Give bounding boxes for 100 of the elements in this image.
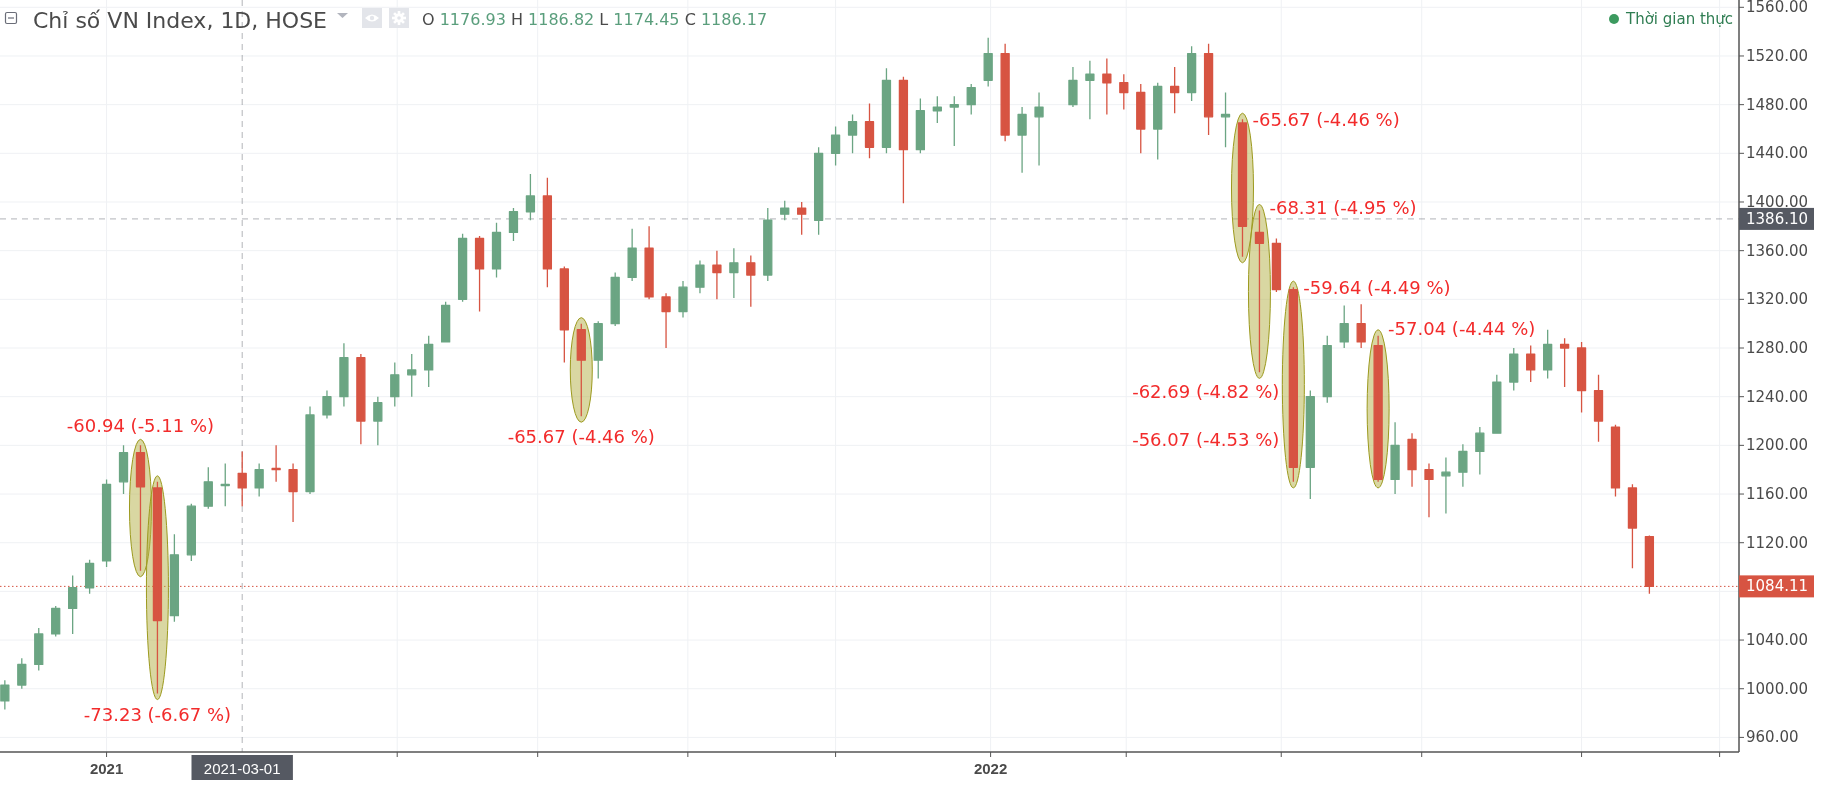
candlestick	[881, 67, 892, 154]
candlestick	[830, 125, 841, 167]
y-tick-label: 1040.00	[1746, 631, 1809, 650]
candlestick	[542, 177, 553, 288]
candlestick	[678, 280, 688, 319]
x-tick-label: 2022	[973, 759, 1008, 777]
candlestick	[441, 301, 451, 343]
candlestick	[1492, 374, 1502, 434]
candlestick	[34, 627, 44, 672]
candlestick	[254, 462, 264, 498]
candlestick	[864, 102, 875, 159]
candlestick	[1136, 83, 1146, 154]
y-tick-label: 960.00	[1746, 728, 1799, 747]
candlestick	[797, 201, 807, 236]
candlestick	[1271, 237, 1282, 293]
candlestick	[1220, 91, 1231, 148]
annotation: -73.23 (-6.67 %)	[83, 703, 232, 725]
y-tick-label: 1120.00	[1746, 533, 1809, 552]
candlestick	[407, 353, 417, 398]
annotation: -59.64 (-4.49 %)	[1303, 276, 1451, 298]
candlestick	[1186, 45, 1197, 102]
candlestick	[305, 405, 315, 495]
candlestick	[1627, 483, 1638, 569]
candlestick	[525, 173, 536, 221]
candlestick	[1526, 344, 1536, 383]
candlestick	[576, 323, 586, 417]
annotation: -57.04 (-4.44 %)	[1388, 317, 1536, 339]
candlestick	[322, 389, 332, 420]
candlestick	[1593, 374, 1604, 443]
candlestick	[237, 450, 247, 507]
candlestick	[1254, 209, 1265, 373]
candlestick	[1237, 118, 1248, 258]
candlestick	[1203, 43, 1214, 136]
y-tick-label: 1480.00	[1746, 95, 1809, 114]
candlestick	[390, 361, 400, 408]
annotation: -65.67 (-4.46 %)	[1252, 108, 1400, 130]
candlestick	[457, 232, 468, 303]
candlestick	[932, 95, 942, 124]
candlestick	[1000, 43, 1010, 142]
candlestick	[169, 533, 180, 623]
candlestick	[610, 271, 620, 327]
candlestick	[1153, 82, 1163, 161]
candlestick	[0, 679, 10, 711]
candlestick	[559, 265, 569, 364]
candlestick	[847, 113, 858, 154]
candlestick	[271, 444, 281, 483]
candlestick	[1373, 335, 1383, 483]
y-tick-label: 1200.00	[1746, 436, 1809, 455]
candlestick	[712, 250, 722, 300]
candlestick	[288, 462, 298, 523]
candlestick	[1017, 106, 1027, 174]
candlestick	[1170, 66, 1180, 114]
candlestick	[68, 574, 78, 635]
y-tick-label: 1240.00	[1746, 387, 1809, 406]
y-tick-label: 1360.00	[1746, 241, 1809, 260]
x-tick-label: 2021	[89, 759, 124, 777]
candlestick	[1509, 347, 1519, 392]
candlestick	[220, 462, 230, 507]
annotation: -62.69 (-4.82 %)	[1132, 380, 1280, 402]
candlestick	[1119, 73, 1129, 111]
candlestick	[1339, 304, 1349, 349]
candlestick	[1034, 91, 1044, 167]
annotation: -65.67 (-4.46 %)	[507, 425, 655, 447]
candlestick	[695, 259, 705, 294]
candlestick	[424, 335, 434, 388]
candlestick	[593, 320, 603, 380]
candlestick	[1390, 421, 1400, 495]
y-tick-label: 1160.00	[1746, 485, 1809, 504]
y-tick-label: 1000.00	[1746, 679, 1809, 698]
candlestick	[1305, 389, 1315, 500]
candlestick	[508, 207, 519, 242]
candlestick	[1322, 335, 1332, 404]
candlestick	[135, 444, 146, 572]
ref-line-label: 1084.11	[1746, 577, 1809, 596]
y-tick-label: 1280.00	[1746, 339, 1809, 358]
ref-line-label: 1386.10	[1746, 209, 1809, 228]
candlestick	[1407, 432, 1417, 488]
candlestick	[1475, 426, 1485, 476]
candlestick	[1458, 443, 1468, 488]
candlestick	[1085, 60, 1095, 120]
y-tick-label: 1440.00	[1746, 144, 1809, 163]
annotation: -60.94 (-5.11 %)	[66, 414, 215, 436]
chart-title: Chỉ số VN Index, 1D, HOSE	[33, 8, 328, 33]
candlestick	[813, 146, 824, 236]
candlestick	[1576, 341, 1587, 414]
candlestick	[203, 466, 213, 510]
candlestick	[373, 396, 383, 447]
candlestick	[966, 83, 976, 116]
y-tick-label: 1320.00	[1746, 290, 1809, 309]
annotation: -68.31 (-4.95 %)	[1269, 196, 1417, 218]
candlestick	[1424, 462, 1434, 518]
text: O 1176.93 H 1186.82 L 1174.45 C 1186.17	[422, 10, 768, 29]
candlestick	[729, 247, 739, 299]
candlestick	[627, 228, 637, 282]
candlestick	[1610, 424, 1621, 498]
candlestick	[644, 225, 654, 300]
candlestick	[474, 235, 485, 313]
candlestick	[915, 97, 926, 154]
candlestick	[1356, 303, 1366, 349]
candlestick	[661, 292, 671, 349]
